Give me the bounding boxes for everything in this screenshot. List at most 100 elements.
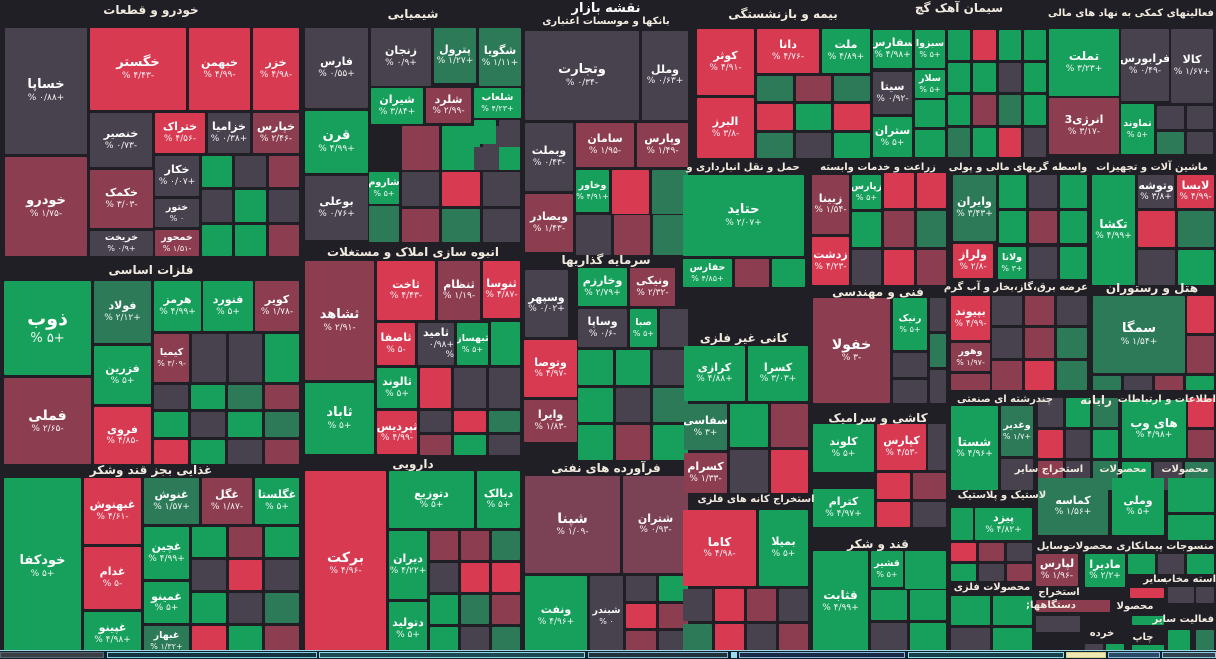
stock-tile-small[interactable] xyxy=(877,473,910,499)
stock-tile[interactable]: بمیلا +۵ % xyxy=(759,510,808,586)
stock-tile-small[interactable] xyxy=(992,328,1022,358)
stock-tile[interactable]: غمینو +۵ % xyxy=(144,582,189,623)
stock-tile[interactable]: ثپردیس -۴/۹۹ % xyxy=(377,411,417,454)
stock-tile-small[interactable] xyxy=(442,126,480,170)
stock-tile-small[interactable] xyxy=(852,250,881,285)
stock-tile[interactable]: کسرا +۳/۰۳ % xyxy=(748,346,808,401)
stock-tile-small[interactable] xyxy=(730,450,768,493)
stock-tile-small[interactable] xyxy=(884,211,914,247)
stock-tile[interactable]: ولانا +۳ % xyxy=(998,247,1026,279)
stock-tile-small[interactable] xyxy=(915,100,945,127)
stock-tile[interactable]: ثالوند +۵ % xyxy=(377,368,417,408)
stock-tile-small[interactable] xyxy=(913,501,946,527)
stock-tile-small[interactable] xyxy=(884,249,914,285)
stock-tile-small[interactable] xyxy=(492,595,520,624)
stock-tile-small[interactable] xyxy=(442,208,480,242)
stock-tile[interactable]: فزرین +۵ % xyxy=(94,346,151,404)
stock-tile-small[interactable] xyxy=(653,387,688,423)
stock-tile-small[interactable] xyxy=(1130,588,1164,598)
stock-tile-small[interactable] xyxy=(877,501,910,527)
stock-tile[interactable]: وتوصا -۴/۹۷ % xyxy=(524,340,577,397)
stock-tile-small[interactable] xyxy=(1024,328,1055,358)
stock-tile-small[interactable] xyxy=(747,589,776,621)
stock-tile-small[interactable] xyxy=(235,190,266,222)
stock-tile-small[interactable] xyxy=(795,104,832,130)
stock-tile[interactable]: بوعلی +۰/۷۶ % xyxy=(305,176,368,240)
stock-tile[interactable]: شیران +۳/۸۴ % xyxy=(371,88,423,124)
stock-tile[interactable]: فملی -۲/۶۵ % xyxy=(4,378,91,464)
taskbar-item[interactable] xyxy=(0,652,104,658)
stock-tile-small[interactable] xyxy=(951,374,990,390)
stock-tile[interactable]: ثبهساز +۵ % xyxy=(457,323,488,365)
stock-tile-small[interactable] xyxy=(1057,360,1087,390)
stock-tile-small[interactable] xyxy=(430,595,458,624)
stock-tile-small[interactable] xyxy=(757,76,793,102)
stock-tile-small[interactable] xyxy=(1186,106,1213,129)
stock-tile[interactable]: ذوب +۵ % xyxy=(4,281,91,375)
stock-tile-small[interactable] xyxy=(948,95,971,125)
stock-tile-small[interactable] xyxy=(779,623,808,655)
stock-tile-small[interactable] xyxy=(1059,247,1087,279)
stock-tile-small[interactable] xyxy=(420,411,452,432)
stock-tile[interactable]: خپارس -۲/۴۶ % xyxy=(253,113,299,153)
stock-tile-small[interactable] xyxy=(913,473,946,499)
stock-tile-small[interactable] xyxy=(834,132,870,158)
stock-tile-small[interactable] xyxy=(1093,398,1118,427)
stock-tile[interactable]: حتاید +۲/۰۷ % xyxy=(683,175,804,256)
stock-tile-small[interactable] xyxy=(265,385,299,410)
stock-tile-small[interactable] xyxy=(265,593,299,623)
stock-tile-small[interactable] xyxy=(1038,429,1063,459)
stock-tile-small[interactable] xyxy=(1186,376,1214,390)
stock-tile-small[interactable] xyxy=(454,411,486,432)
stock-tile-small[interactable] xyxy=(993,596,1032,625)
stock-tile[interactable]: دانا -۴/۷۶ % xyxy=(757,29,819,73)
stock-tile-small[interactable] xyxy=(192,527,226,557)
stock-tile[interactable]: شبندر ۰ % xyxy=(590,576,623,656)
stock-tile[interactable]: قثابت +۴/۹۹ % xyxy=(813,551,868,652)
stock-tile-small[interactable] xyxy=(578,425,613,460)
stock-tile[interactable]: فارس +۰/۵۵ % xyxy=(305,28,368,108)
stock-tile-small[interactable] xyxy=(1157,554,1185,574)
stock-tile[interactable]: البرز -۳/۸ % xyxy=(697,98,754,158)
stock-tile-small[interactable] xyxy=(192,334,226,382)
stock-tile-small[interactable] xyxy=(492,563,520,592)
stock-tile-small[interactable] xyxy=(928,424,946,470)
stock-tile-small[interactable] xyxy=(1023,30,1046,60)
stock-tile-small[interactable] xyxy=(795,76,832,102)
stock-tile-small[interactable] xyxy=(1001,459,1033,490)
stock-tile-small[interactable] xyxy=(265,560,299,590)
stock-tile-small[interactable] xyxy=(852,212,881,247)
stock-tile[interactable]: فرابورس -۰/۴۹ % xyxy=(1121,29,1169,101)
stock-tile-small[interactable] xyxy=(402,208,440,242)
stock-tile[interactable]: شتران -۰/۹۳ % xyxy=(623,476,688,573)
stock-tile-small[interactable] xyxy=(653,350,688,385)
stock-tile[interactable]: شاروم +۵ % xyxy=(369,172,399,204)
stock-tile-small[interactable] xyxy=(1157,131,1184,154)
stock-tile-small[interactable] xyxy=(192,593,226,623)
stock-tile-small[interactable] xyxy=(973,62,996,92)
stock-tile[interactable]: بپیوند -۴/۹۹ % xyxy=(951,296,990,340)
stock-tile-small[interactable] xyxy=(652,215,688,255)
stock-tile-small[interactable] xyxy=(615,425,651,460)
stock-tile[interactable]: ونفت +۴/۹۶ % xyxy=(525,576,587,656)
stock-tile[interactable]: لابسا -۴/۹۹ % xyxy=(1177,175,1214,208)
stock-tile[interactable]: صبا +۵ % xyxy=(630,309,657,347)
stock-tile-small[interactable] xyxy=(1128,554,1155,574)
stock-tile[interactable]: فنورد +۵ % xyxy=(203,281,253,331)
stock-tile[interactable]: غگل -۱/۸۷ % xyxy=(202,478,252,524)
stock-tile-small[interactable] xyxy=(999,210,1027,243)
stock-tile-small[interactable] xyxy=(893,353,927,377)
stock-tile-small[interactable] xyxy=(660,309,688,347)
stock-tile-small[interactable] xyxy=(1188,398,1214,427)
stock-tile-small[interactable] xyxy=(614,215,650,255)
stock-tile[interactable]: وایرا -۱/۸۳ % xyxy=(524,400,577,442)
stock-tile[interactable]: های وب +۴/۹۸ % xyxy=(1122,400,1186,458)
stock-tile[interactable]: شگویا +۱/۱۱ % xyxy=(479,28,521,86)
stock-tile-small[interactable] xyxy=(998,62,1021,92)
stock-tile-small[interactable] xyxy=(651,170,688,214)
stock-tile-small[interactable] xyxy=(369,206,399,242)
stock-tile[interactable]: پترول +۱/۲۷ % xyxy=(434,28,476,83)
stock-tile-small[interactable] xyxy=(154,385,188,410)
stock-tile-small[interactable] xyxy=(1023,95,1046,125)
stock-tile-small[interactable] xyxy=(235,156,266,188)
